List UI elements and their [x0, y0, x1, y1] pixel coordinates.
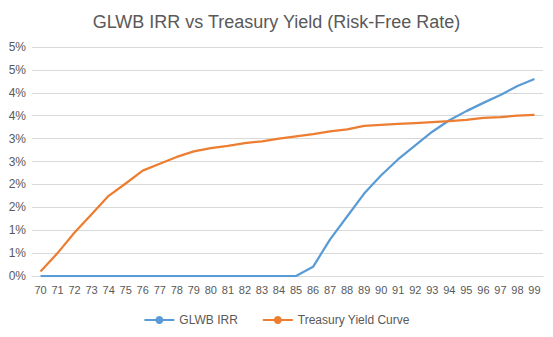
svg-text:80: 80: [205, 284, 217, 296]
svg-text:77: 77: [154, 284, 166, 296]
svg-text:Treasury Yield Curve: Treasury Yield Curve: [298, 313, 410, 327]
svg-text:97: 97: [494, 284, 506, 296]
svg-text:88: 88: [341, 284, 353, 296]
svg-text:96: 96: [477, 284, 489, 296]
svg-text:86: 86: [307, 284, 319, 296]
svg-text:91: 91: [392, 284, 404, 296]
svg-text:73: 73: [85, 284, 97, 296]
svg-text:90: 90: [375, 284, 387, 296]
svg-text:83: 83: [256, 284, 268, 296]
svg-text:2%: 2%: [9, 177, 27, 191]
svg-text:3%: 3%: [9, 132, 27, 146]
svg-text:5%: 5%: [9, 40, 27, 54]
svg-text:94: 94: [443, 284, 455, 296]
svg-text:82: 82: [239, 284, 251, 296]
svg-text:76: 76: [137, 284, 149, 296]
svg-text:5%: 5%: [9, 63, 27, 77]
svg-text:0%: 0%: [9, 269, 27, 283]
svg-text:2%: 2%: [9, 200, 27, 214]
svg-text:71: 71: [51, 284, 63, 296]
svg-text:98: 98: [511, 284, 523, 296]
svg-text:87: 87: [324, 284, 336, 296]
svg-text:93: 93: [426, 284, 438, 296]
svg-text:1%: 1%: [9, 246, 27, 260]
svg-text:89: 89: [358, 284, 370, 296]
svg-text:84: 84: [273, 284, 285, 296]
svg-text:95: 95: [460, 284, 472, 296]
svg-text:78: 78: [171, 284, 183, 296]
svg-text:70: 70: [34, 284, 46, 296]
svg-text:81: 81: [222, 284, 234, 296]
svg-text:75: 75: [120, 284, 132, 296]
svg-text:72: 72: [68, 284, 80, 296]
svg-text:79: 79: [188, 284, 200, 296]
svg-text:3%: 3%: [9, 155, 27, 169]
svg-text:99: 99: [528, 284, 540, 296]
svg-text:GLWB IRR vs Treasury Yield (Ri: GLWB IRR vs Treasury Yield (Risk-Free Ra…: [93, 12, 461, 32]
svg-text:4%: 4%: [9, 86, 27, 100]
svg-text:92: 92: [409, 284, 421, 296]
svg-text:1%: 1%: [9, 223, 27, 237]
svg-text:74: 74: [103, 284, 115, 296]
svg-text:GLWB IRR: GLWB IRR: [179, 313, 238, 327]
svg-text:4%: 4%: [9, 109, 27, 123]
svg-text:85: 85: [290, 284, 302, 296]
